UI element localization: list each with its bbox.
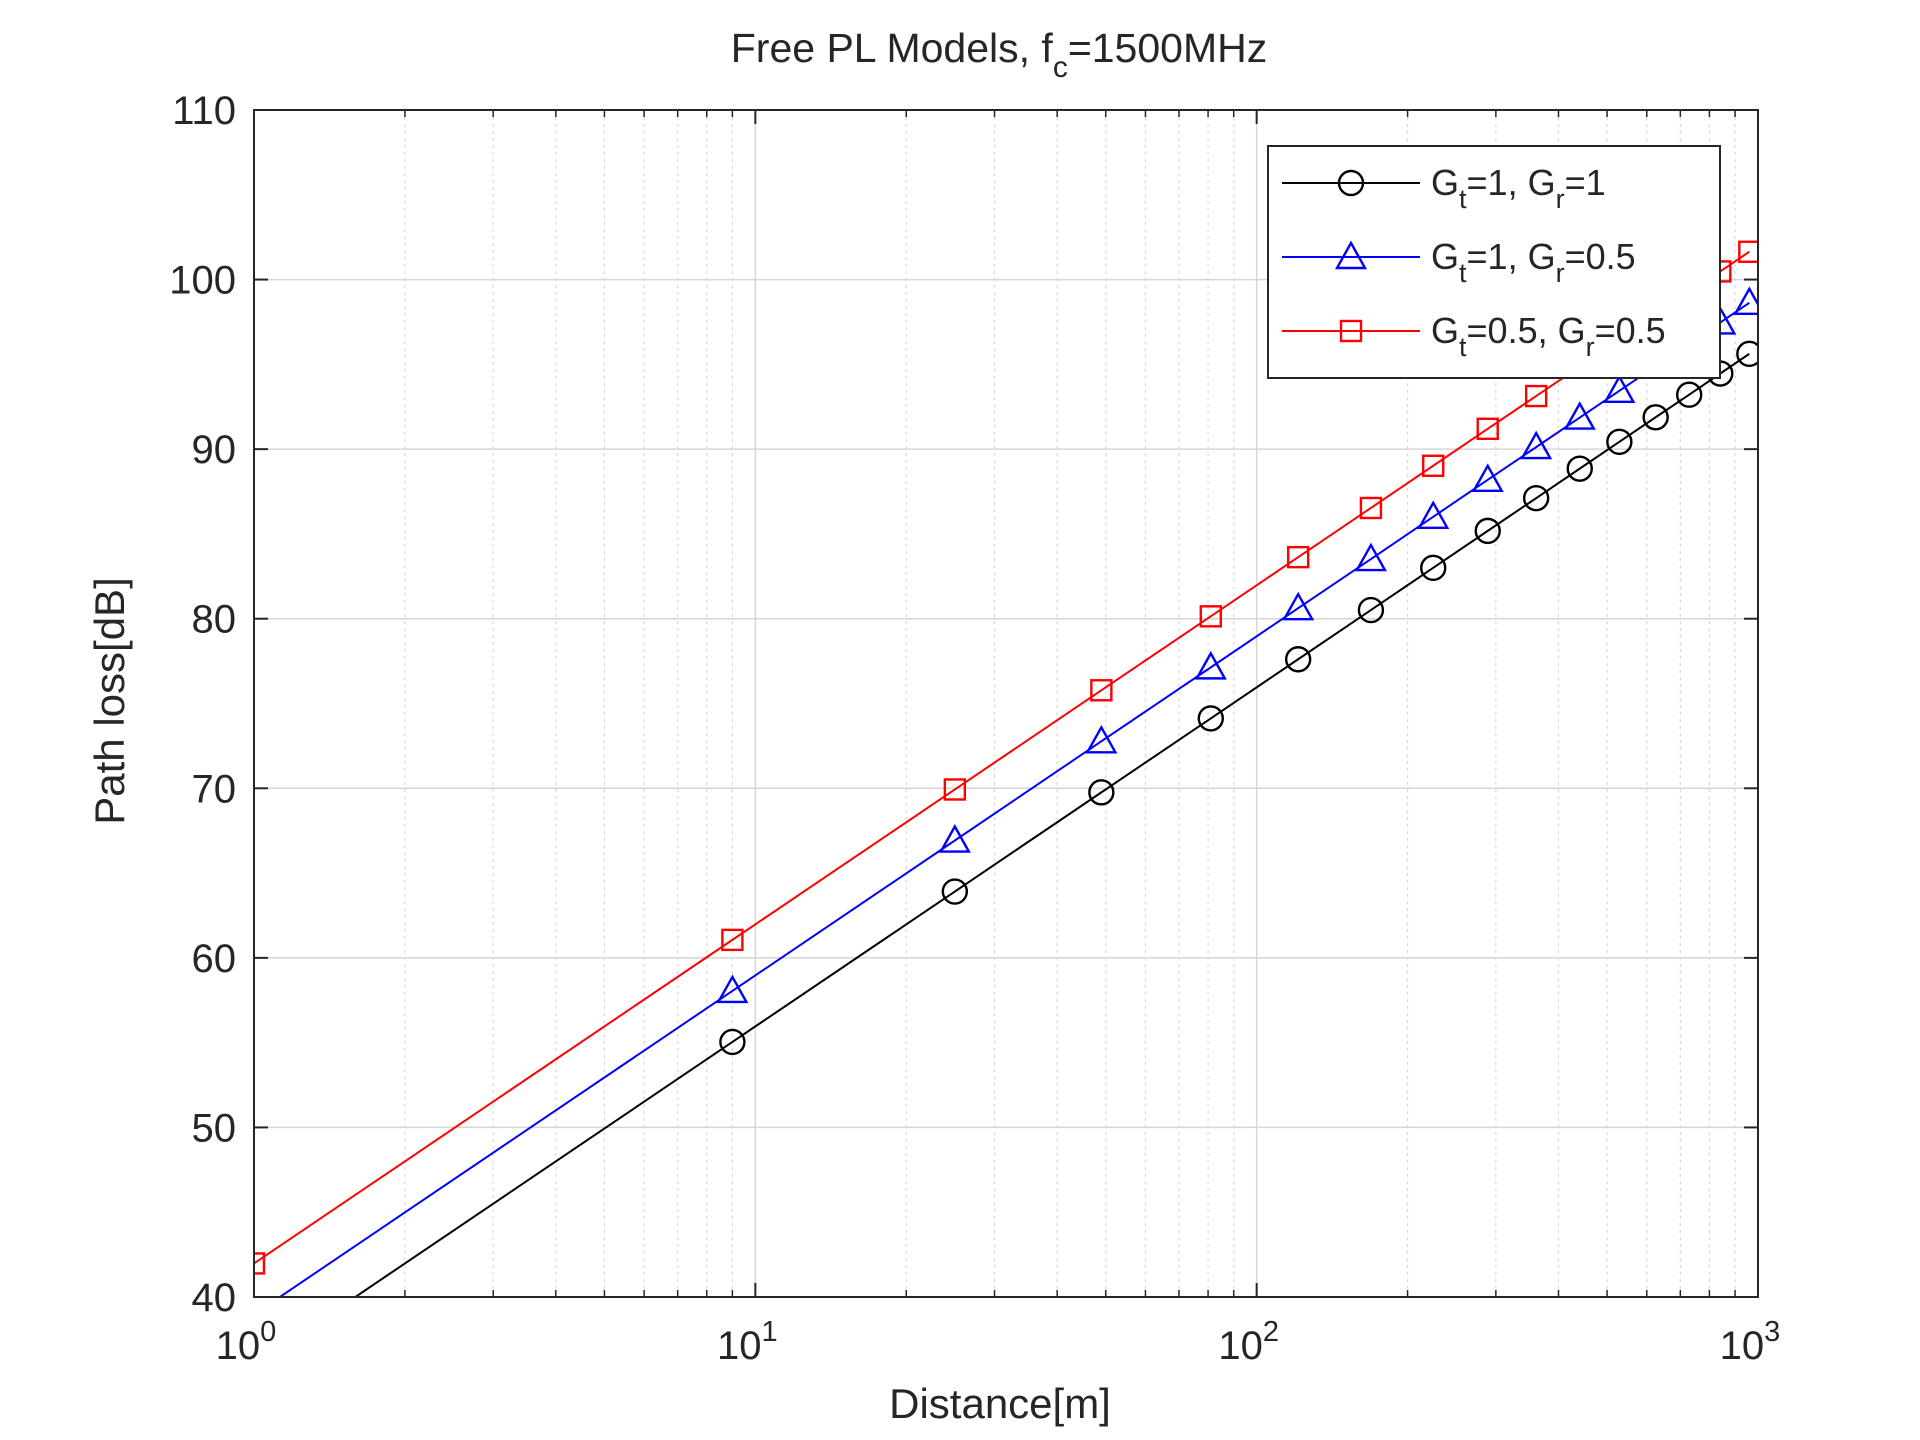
data-point — [943, 778, 967, 801]
data-point — [1282, 591, 1315, 621]
data-point — [1471, 463, 1504, 493]
x-tick-base: 10 — [216, 1324, 261, 1368]
y-tick-label: 110 — [172, 89, 236, 133]
data-point — [1603, 374, 1636, 404]
data-point — [1197, 705, 1224, 732]
data-point — [1642, 404, 1669, 431]
data-point — [1476, 417, 1499, 440]
y-tick-label: 80 — [192, 598, 237, 642]
data-point — [1357, 596, 1385, 624]
axes-box — [253, 109, 1759, 1298]
data-point — [1675, 381, 1703, 408]
legend-label-subscript: t — [1459, 184, 1467, 214]
data-point — [1085, 724, 1118, 754]
legend-marker — [1337, 169, 1365, 197]
legend-label-subscript: r — [1556, 258, 1565, 288]
data-point — [254, 1252, 266, 1275]
data-point — [1606, 428, 1633, 456]
legend-marker — [1334, 240, 1368, 270]
data-point — [1474, 517, 1501, 545]
data-point — [938, 824, 971, 853]
legend-entry-2: Gt=1, Gr=0.5 — [1282, 236, 1636, 288]
legend-marker — [1339, 319, 1363, 343]
x-tick-base: 10 — [1720, 1324, 1765, 1368]
data-point — [1566, 455, 1593, 482]
data-point — [1088, 779, 1115, 806]
legend-label-subscript: t — [1459, 258, 1467, 288]
y-tick-label: 90 — [192, 428, 237, 472]
x-tick-exponent: 1 — [762, 1316, 778, 1348]
legend-label-text: =1, G — [1467, 236, 1556, 277]
data-point — [1354, 542, 1387, 572]
data-point — [716, 974, 749, 1004]
x-tick-exponent: 3 — [1764, 1316, 1780, 1348]
y-axis-label: Path loss[dB] — [86, 577, 133, 824]
x-tick-label: 103 — [1720, 1316, 1781, 1368]
chart-title-subscript: c — [1053, 51, 1068, 84]
legend-label-text: G — [1431, 310, 1459, 351]
data-point — [941, 878, 969, 905]
chart-title-suffix: =1500MHz — [1068, 25, 1267, 71]
data-point — [1199, 605, 1222, 628]
legend-label-text: =0.5 — [1595, 310, 1666, 351]
legend-label-text: =0.5, G — [1467, 310, 1586, 351]
x-tick-base: 10 — [717, 1324, 762, 1368]
chart-title-main: Free PL Models, f — [731, 25, 1054, 71]
x-tick-exponent: 0 — [260, 1316, 276, 1348]
legend-label-text: G — [1431, 162, 1459, 203]
x-tick-base: 10 — [1218, 1324, 1263, 1368]
legend-label-text: =0.5 — [1565, 236, 1636, 277]
y-tick-label: 70 — [192, 767, 237, 811]
x-axis-label: Distance[m] — [889, 1380, 1111, 1427]
data-point — [1736, 340, 1758, 368]
data-point — [1522, 484, 1550, 512]
legend-entry-3: Gt=0.5, Gr=0.5 — [1282, 310, 1666, 362]
data-point — [1520, 430, 1553, 460]
legend-label: Gt=0.5, Gr=0.5 — [1431, 310, 1666, 362]
data-point — [1286, 545, 1310, 569]
x-tick-label: 101 — [717, 1316, 778, 1368]
y-tick-label: 50 — [192, 1106, 237, 1150]
y-tick-label: 40 — [192, 1276, 237, 1320]
legend-box — [1267, 145, 1721, 379]
legend-label-subscript: r — [1586, 332, 1595, 362]
data-point — [1524, 384, 1548, 408]
legend: Gt=1, Gr=1Gt=1, Gr=0.5Gt=0.5, Gr=0.5 — [1267, 145, 1721, 379]
series-line — [353, 353, 1750, 1297]
legend-label-text: =1 — [1565, 162, 1606, 203]
data-point — [1733, 286, 1758, 316]
data-point — [1563, 401, 1596, 430]
x-tick-label: 102 — [1218, 1316, 1279, 1368]
data-point — [1417, 500, 1450, 530]
legend-label: Gt=1, Gr=0.5 — [1431, 236, 1636, 288]
legend-label: Gt=1, Gr=1 — [1431, 162, 1606, 214]
data-point — [1194, 650, 1227, 680]
chart-title: Free PL Models, fc=1500MHz — [731, 25, 1267, 84]
legend-label-subscript: t — [1459, 332, 1467, 362]
legend-label-subscript: r — [1556, 184, 1565, 214]
data-point — [1090, 679, 1113, 702]
legend-label-text: =1, G — [1467, 162, 1556, 203]
axes — [253, 109, 1759, 1298]
y-tick-label: 100 — [169, 259, 236, 303]
data-point — [719, 1028, 746, 1056]
x-tick-exponent: 2 — [1263, 1316, 1279, 1348]
data-point — [1284, 646, 1312, 673]
data-point — [1422, 454, 1445, 477]
x-tick-label: 100 — [216, 1316, 277, 1368]
data-point — [721, 928, 744, 952]
legend-label-text: G — [1431, 236, 1459, 277]
y-tick-label: 60 — [192, 937, 237, 981]
data-point — [1738, 240, 1758, 263]
data-point — [1359, 496, 1383, 520]
data-point — [1420, 554, 1447, 582]
legend-entry-1: Gt=1, Gr=1 — [1282, 162, 1606, 214]
